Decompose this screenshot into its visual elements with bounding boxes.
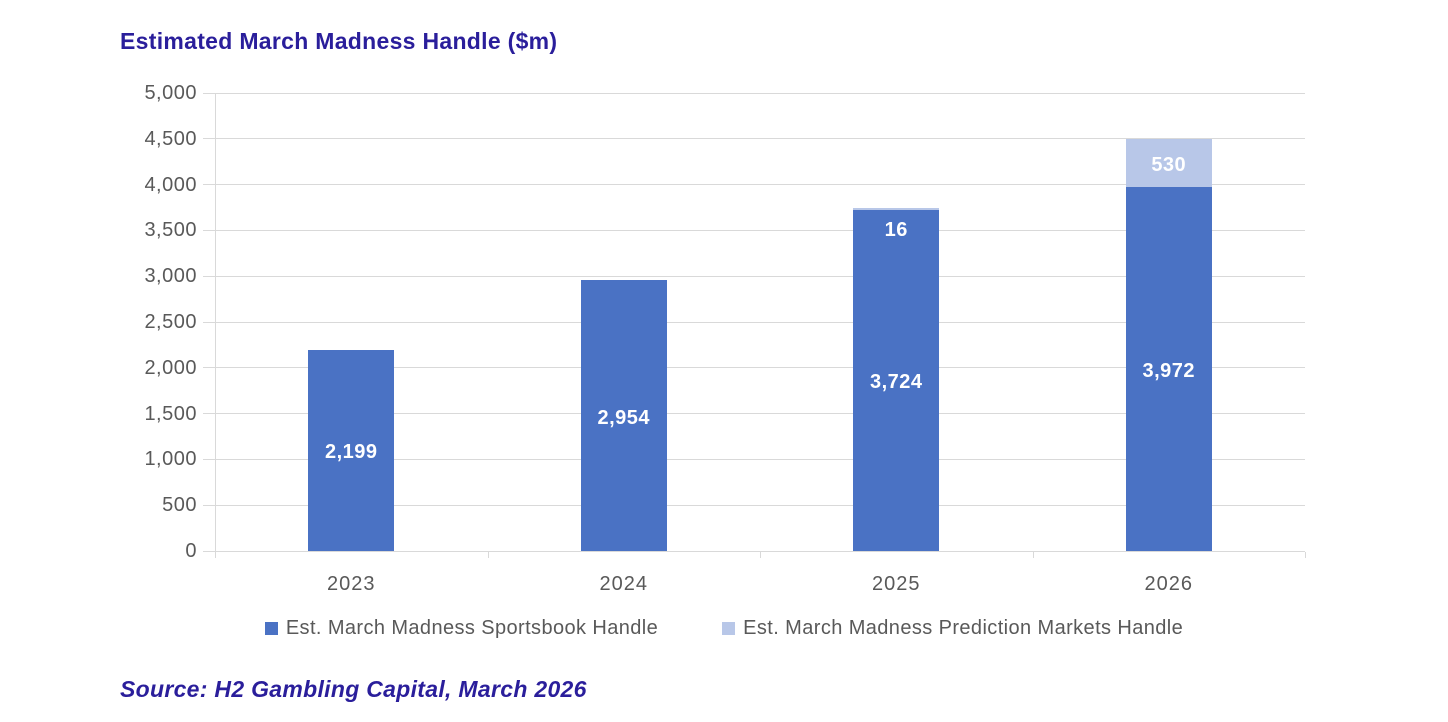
y-axis-line <box>215 93 216 558</box>
chart-legend: Est. March Madness Sportsbook Handle Est.… <box>0 617 1448 640</box>
bar-value-label: 3,972 <box>1142 360 1196 383</box>
y-axis-tick-label: 1,000 <box>144 448 197 471</box>
gridline <box>203 92 1305 94</box>
gridline <box>203 229 1305 231</box>
y-axis-tick-label: 1,500 <box>144 402 197 425</box>
bar-2025-sportsbook <box>853 209 940 551</box>
y-axis-tick-label: 5,000 <box>144 82 197 104</box>
x-axis-category-label: 2025 <box>872 573 921 595</box>
x-axis-category-label: 2024 <box>599 573 648 595</box>
bar-value-label: 530 <box>1151 153 1187 176</box>
legend-swatch-icon <box>264 622 278 635</box>
gridline <box>203 413 1305 415</box>
y-axis-tick-label: 2,000 <box>144 356 197 379</box>
chart-title: Estimated March Madness Handle ($m) <box>120 28 558 54</box>
y-axis-tick-label: 4,000 <box>144 173 197 196</box>
bar-value-label: 2,199 <box>324 441 378 464</box>
bar-value-label: 16 <box>884 218 908 241</box>
source-note: Source: H2 Gambling Capital, March 2026 <box>120 676 587 702</box>
bar-2026-prediction <box>1125 138 1212 188</box>
bar-2026-sportsbook <box>1125 187 1212 551</box>
x-axis-line <box>203 550 1305 552</box>
gridline <box>203 367 1305 369</box>
bar-2024-sportsbook <box>580 280 667 551</box>
x-axis-tick <box>760 552 761 558</box>
bar-value-label: 3,724 <box>869 371 923 394</box>
x-axis-tick <box>1032 552 1034 558</box>
gridline <box>203 138 1305 140</box>
bar-2025-prediction <box>853 208 940 210</box>
legend-label: Est. March Madness Prediction Markets Ha… <box>743 617 1184 639</box>
legend-item-prediction-markets: Est. March Madness Prediction Markets Ha… <box>722 617 1183 640</box>
bar-value-label: 2,954 <box>597 406 651 429</box>
y-axis-tick-label: 4,500 <box>144 127 197 150</box>
gridline <box>203 504 1305 506</box>
x-axis-category-label: 2023 <box>327 573 376 595</box>
y-axis-tick-label: 3,000 <box>144 265 197 288</box>
gridline <box>203 458 1305 460</box>
legend-swatch-icon <box>722 622 736 635</box>
gridline <box>203 321 1305 323</box>
gridline <box>203 184 1305 186</box>
x-axis-tick <box>1305 552 1306 558</box>
x-axis-category-label: 2026 <box>1144 573 1193 595</box>
x-axis-tick <box>487 552 489 558</box>
y-axis-tick-label: 3,500 <box>144 219 197 242</box>
legend-item-sportsbook: Est. March Madness Sportsbook Handle <box>264 617 659 640</box>
y-axis-tick-label: 500 <box>162 494 197 517</box>
legend-label: Est. March Madness Sportsbook Handle <box>285 617 659 639</box>
y-axis-tick-label: 0 <box>185 540 197 562</box>
gridline <box>203 275 1305 277</box>
y-axis-tick-label: 2,500 <box>144 311 197 333</box>
bar-2023-sportsbook <box>308 349 395 551</box>
